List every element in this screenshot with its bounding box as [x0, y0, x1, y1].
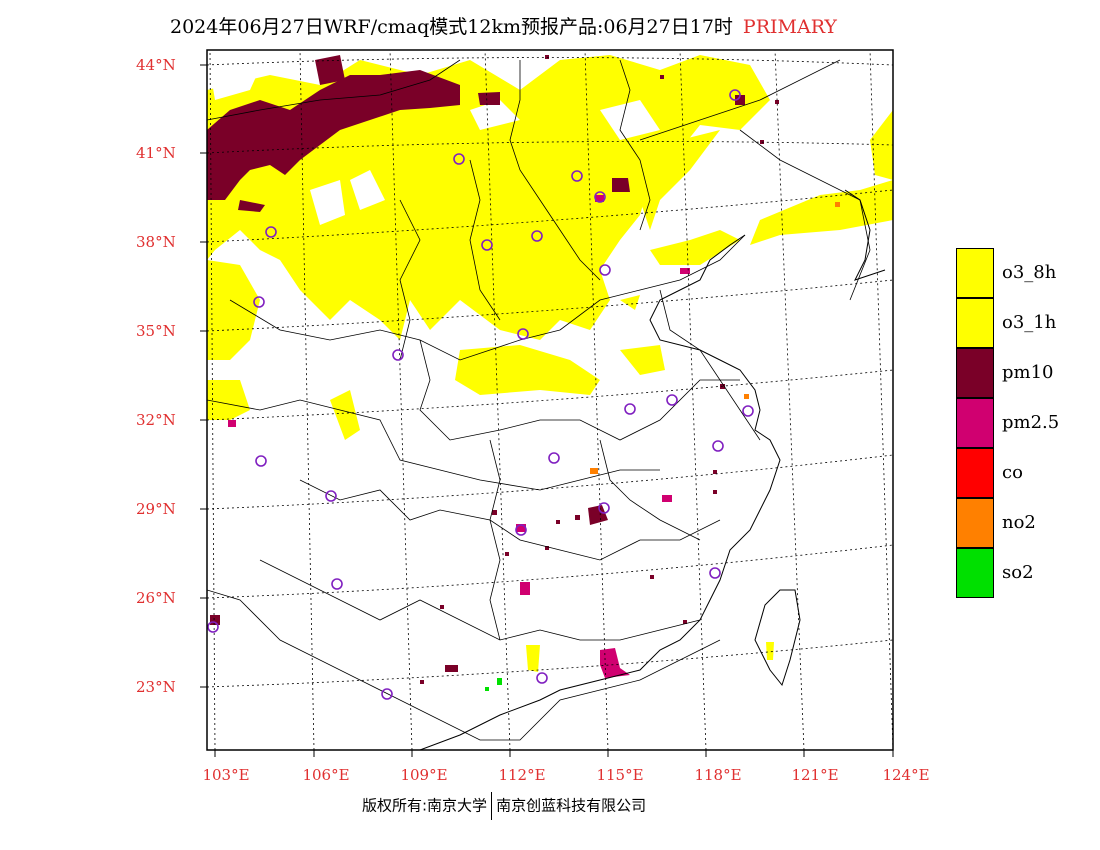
map-title: 2024年06月27日WRF/cmaq模式12km预报产品:06月27日17时 P…: [170, 12, 837, 39]
lon-label-106: 106°E: [302, 766, 350, 784]
copyright: 版权所有:南京大学 南京创蓝科技有限公司: [362, 792, 646, 820]
lon-label-103: 103°E: [202, 766, 250, 784]
lat-label-29: 29°N: [136, 500, 176, 518]
copyright-right: 南京创蓝科技有限公司: [496, 796, 647, 815]
map-frame: [206, 49, 894, 751]
no2-region: [590, 202, 840, 474]
pm10-region: [207, 55, 745, 672]
lon-label-109: 109°E: [400, 766, 448, 784]
title-main: 2024年06月27日WRF/cmaq模式12km预报产品:06月27日17时: [170, 16, 733, 38]
legend-label: pm10: [1002, 362, 1054, 383]
lat-label-38: 38°N: [136, 233, 176, 251]
legend-swatch: [956, 448, 994, 498]
lat-label-41: 41°N: [136, 144, 176, 162]
legend-swatch: [956, 348, 994, 398]
legend-swatch: [956, 248, 994, 298]
lat-label-44: 44°N: [136, 56, 176, 74]
title-tag: PRIMARY: [742, 16, 837, 38]
lat-label-35: 35°N: [136, 322, 176, 340]
lon-label-115: 115°E: [596, 766, 644, 784]
copyright-left: 版权所有:南京大学: [362, 796, 488, 815]
legend-swatch: [956, 298, 994, 348]
lon-label-118: 118°E: [694, 766, 742, 784]
legend-swatch: [956, 498, 994, 548]
province-borders: [207, 59, 871, 741]
legend-label: no2: [1002, 512, 1036, 533]
graticule: [207, 50, 893, 750]
lat-label-32: 32°N: [136, 411, 176, 429]
legend-label: pm2.5: [1002, 412, 1060, 433]
lat-label-23: 23°N: [136, 678, 176, 696]
legend-label: so2: [1002, 562, 1034, 583]
lon-label-121: 121°E: [791, 766, 839, 784]
station-markers: [207, 89, 754, 700]
legend-swatch: [956, 398, 994, 448]
legend-label: co: [1002, 462, 1023, 483]
so2-region: [485, 678, 502, 691]
lon-label-112: 112°E: [498, 766, 546, 784]
lat-label-26: 26°N: [136, 589, 176, 607]
legend-swatch: [956, 548, 994, 598]
copyright-separator: [491, 792, 493, 820]
coastline: [419, 189, 886, 750]
legend-label: o3_8h: [1002, 262, 1057, 283]
legend-label: o3_1h: [1002, 312, 1057, 333]
axis-ticks: [200, 64, 894, 757]
lon-label-124: 124°E: [882, 766, 930, 784]
